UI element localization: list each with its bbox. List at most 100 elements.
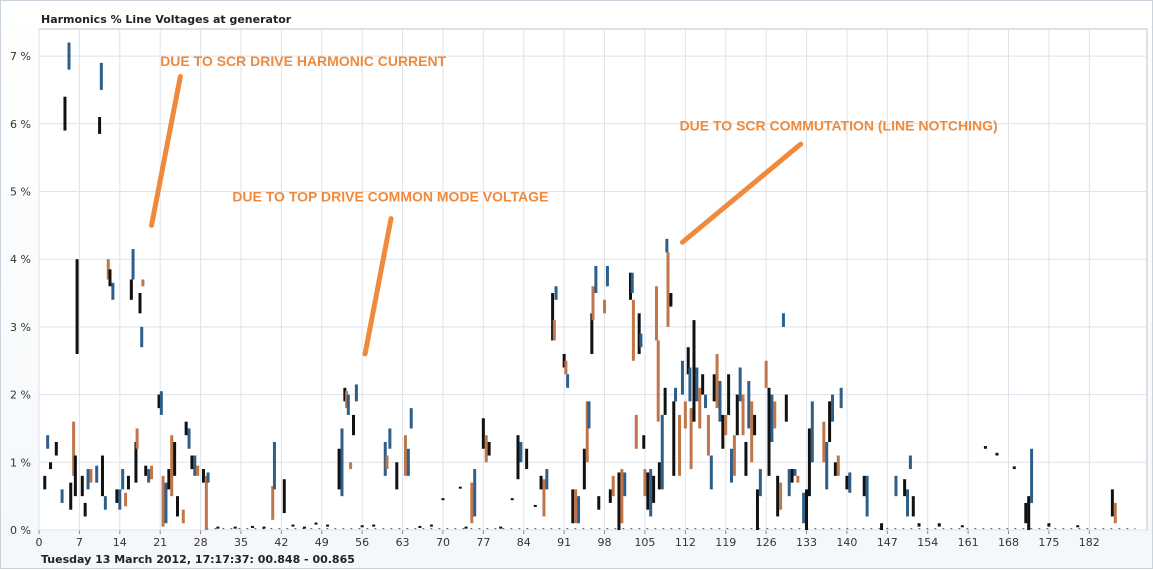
harmonic-range-bar [80,475,84,497]
harmonic-range-bar [805,489,809,530]
harmonic-range-bar [409,408,413,429]
x-tick-label: 91 [557,536,571,549]
harmonic-range-bar [161,475,165,527]
harmonic-range-bar [108,269,112,287]
harmonic-range-bar [403,435,407,476]
x-tick-label: 105 [634,536,655,549]
harmonic-range-bar [810,401,814,463]
harmonic-range-bar [170,435,174,497]
harmonic-range-bar [141,279,145,287]
harmonic-range-bar [352,414,356,436]
harmonic-range-bar [201,469,205,483]
harmonic-range-bar [533,504,537,507]
chart-title: Harmonics % Line Voltages at generator [41,13,292,26]
harmonic-range-bar [692,320,696,422]
harmonic-range-bar [796,475,800,483]
harmonic-range-bar [564,360,568,375]
harmonic-range-bar [712,374,716,402]
harmonic-range-bar [98,117,102,134]
harmonic-range-bar [730,448,733,483]
harmonic-range-bar [525,448,529,470]
harmonic-range-bar [83,502,87,517]
harmonic-range-bar [343,387,347,402]
harmonic-range-bar [657,462,661,490]
harmonic-range-bar [755,489,759,530]
harmonic-range-bar [917,523,921,527]
harmonic-range-bar [582,448,586,490]
harmonic-range-bar [157,394,161,409]
harmonic-range-bar [111,282,115,300]
harmonic-range-bar [680,360,684,395]
harmonic-range-bar [510,498,514,501]
harmonic-range-bar [770,394,774,442]
harmonic-range-bar [773,401,777,429]
harmonic-range-bar [706,414,710,456]
harmonic-range-bar [100,455,104,497]
harmonic-range-bar [184,421,188,436]
harmonic-range-bar [727,374,731,415]
harmonic-range-bar [349,462,353,470]
harmonic-range-bar [721,414,725,449]
harmonic-range-bar [750,401,754,463]
harmonic-range-bar [652,475,656,503]
harmonic-range-bar [519,441,523,463]
harmonic-range-bar [833,462,837,476]
harmonic-range-bar [738,367,742,402]
harmonic-range-bar [678,414,682,476]
harmonic-range-bar [147,469,151,483]
harmonic-range-bar [735,394,739,436]
harmonic-range-bar [193,455,197,476]
harmonic-range-bar [571,489,575,524]
harmonic-range-bar [190,455,194,470]
harmonic-range-bar [73,455,77,497]
harmonic-range-bar [340,428,344,497]
harmonic-range-bar [649,469,653,517]
harmonic-range-bar [995,452,999,456]
harmonic-range-bar [639,333,643,348]
harmonic-range-bar [839,387,843,409]
x-tick-label: 154 [917,536,938,549]
harmonic-range-bar [822,421,826,463]
harmonic-range-bar [660,414,664,490]
harmonic-range-bar [629,272,633,300]
harmonic-range-bar [129,279,133,300]
harmonic-range-bar [187,428,191,449]
harmonic-range-bar [473,469,477,517]
harmonic-range-bar [630,272,634,294]
harmonic-range-bar [135,428,139,449]
x-tick-label: 77 [476,536,490,549]
harmonic-range-bar [828,401,832,442]
harmonic-range-bar [181,509,185,524]
harmonic-range-bar [585,401,589,463]
harmonic-range-bar [620,469,624,524]
harmonic-range-bar [1110,489,1114,517]
harmonic-range-bar [159,391,163,415]
annotation-label: DUE TO SCR DRIVE HARMONIC CURRENT [160,53,446,69]
x-tick-label: 161 [958,536,979,549]
harmonic-range-bar [464,526,468,529]
harmonic-range-bar [103,496,107,510]
harmonic-range-bar [623,472,627,497]
harmonic-range-bar [646,472,650,510]
harmonic-range-bar [784,394,788,422]
x-tick-label: 119 [715,536,736,549]
harmonic-range-bar [605,265,609,287]
harmonic-range-bar [406,448,410,476]
harmonic-range-bar [908,455,912,470]
x-tick-label: 112 [675,536,696,549]
harmonic-range-bar [60,489,64,503]
x-tick-label: 140 [836,536,857,549]
harmonic-range-bar [865,475,869,517]
harmonic-range-bar [216,526,220,529]
harmonic-range-bar [715,353,719,409]
harmonic-range-bar [545,469,549,490]
harmonic-range-bar [983,446,987,449]
harmonic-range-bar [441,498,445,501]
harmonic-range-bar [787,469,791,497]
harmonic-range-bar [688,367,692,402]
harmonic-range-bar [637,313,641,354]
y-tick-label: 5 % [10,185,31,198]
harmonic-range-bar [825,441,829,490]
harmonic-range-bar [718,381,722,422]
